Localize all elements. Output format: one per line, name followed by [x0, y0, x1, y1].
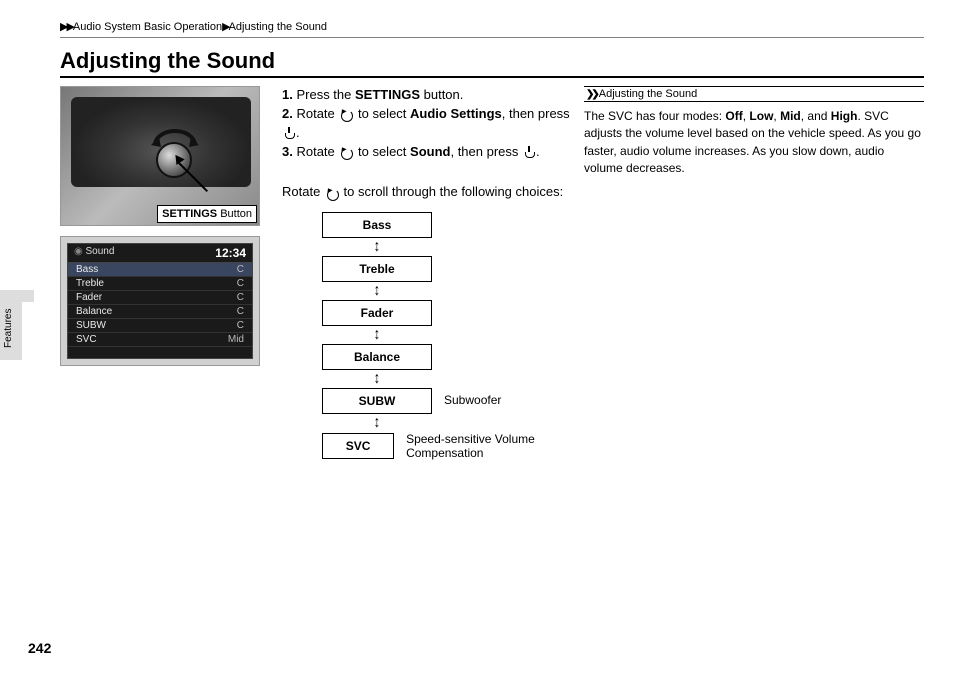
screen-row: BalanceC — [68, 305, 252, 319]
breadcrumb-subsection: Adjusting the Sound — [229, 21, 327, 33]
flow-side-subw: Subwoofer — [444, 393, 501, 407]
sidebar-body: The SVC has four modes: Off, Low, Mid, a… — [584, 108, 924, 178]
flow-box-subw: SUBW — [322, 388, 432, 414]
screen-row: TrebleC — [68, 277, 252, 291]
screen-row: BassC — [68, 263, 252, 277]
section-tab-label: Features — [3, 309, 14, 348]
step-2: 2. Rotate to select Audio Settings, then… — [282, 105, 572, 143]
flow-arrow-icon: ↕ — [322, 326, 432, 344]
breadcrumb: ▶▶Audio System Basic Operation▶Adjusting… — [60, 20, 924, 33]
instruction-steps: 1. Press the SETTINGS button. 2. Rotate … — [282, 86, 572, 161]
sound-option-flow: Bass ↕ Treble ↕ Fader ↕ Balance ↕ SUBW Su… — [322, 212, 542, 461]
screen-clock: 12:34 — [215, 246, 246, 260]
rule-title — [60, 76, 924, 78]
step-3: 3. Rotate to select Sound, then press . — [282, 143, 572, 162]
push-dial-icon — [523, 146, 535, 158]
flow-box-fader: Fader — [322, 300, 432, 326]
screen-title: Sound — [74, 246, 114, 260]
breadcrumb-section: Audio System Basic Operation — [73, 21, 222, 33]
rotate-dial-icon — [339, 146, 353, 158]
rotate-dial-icon — [339, 108, 353, 120]
page-title: Adjusting the Sound — [60, 48, 924, 74]
callout-settings-button: SETTINGS Button — [157, 205, 257, 223]
flow-side-svc: Speed-sensitive Volume Compensation — [406, 432, 542, 461]
sidebar-header: ❯❯Adjusting the Sound — [584, 86, 924, 102]
flow-box-svc: SVC — [322, 433, 394, 459]
flow-arrow-icon: ↕ — [322, 238, 432, 256]
photo-sound-screen: Sound 12:34 BassC TrebleC FaderC Balance… — [60, 236, 260, 366]
rule-top — [60, 37, 924, 38]
push-dial-icon — [283, 127, 295, 139]
flow-arrow-icon: ↕ — [322, 370, 432, 388]
flow-box-treble: Treble — [322, 256, 432, 282]
page-number: 242 — [28, 640, 51, 656]
section-tab: Features — [0, 290, 22, 360]
step-1: 1. Press the SETTINGS button. — [282, 86, 572, 105]
screen-row: FaderC — [68, 291, 252, 305]
screen-row: SUBWC — [68, 319, 252, 333]
chevron-right-icon: ❯❯ — [586, 89, 597, 100]
photo-settings-button: SETTINGS Button — [60, 86, 260, 226]
rotate-dial-icon — [325, 187, 339, 199]
flow-box-balance: Balance — [322, 344, 432, 370]
flow-arrow-icon: ↕ — [322, 282, 432, 300]
flow-arrow-icon: ↕ — [322, 414, 432, 432]
flow-box-bass: Bass — [322, 212, 432, 238]
rotate-note: Rotate to scroll through the following c… — [282, 183, 572, 201]
screen-row: SVCMid — [68, 333, 252, 347]
